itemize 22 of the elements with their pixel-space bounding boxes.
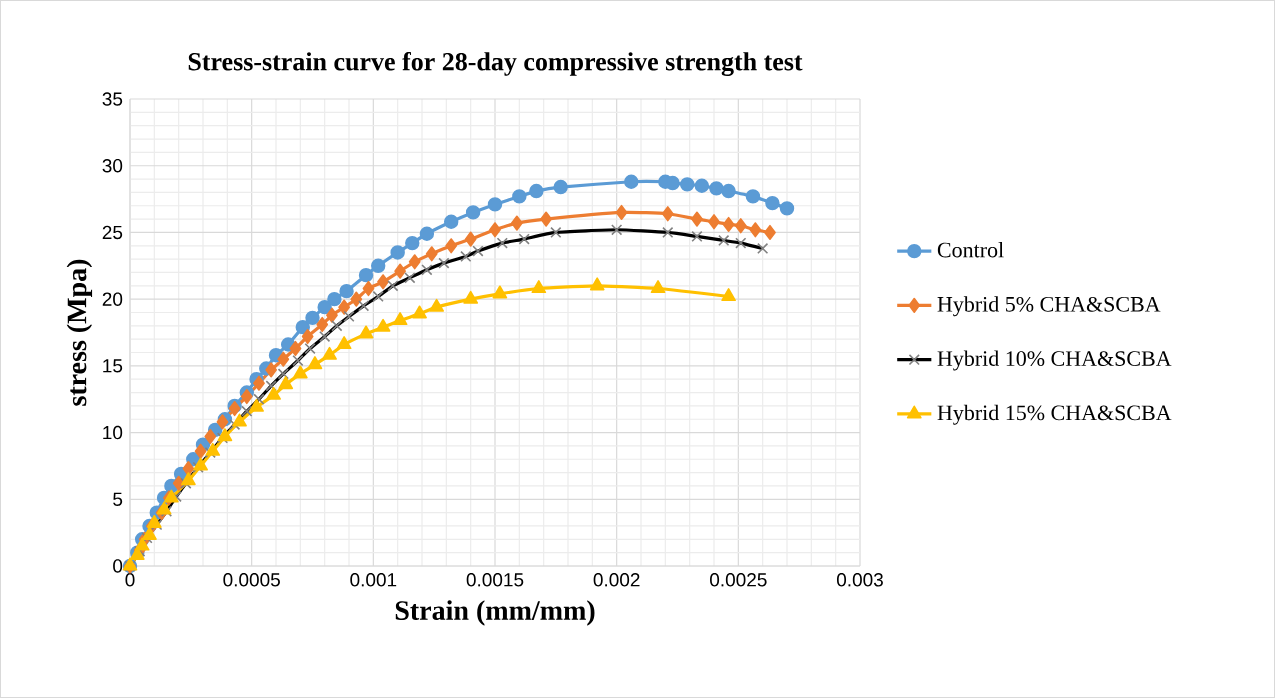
legend-label: Hybrid 15% CHA&SCBA xyxy=(937,404,1172,425)
x-axis-title: Strain (mm/mm) xyxy=(395,600,595,626)
y-tick-label: 5 xyxy=(113,492,123,506)
x-tick-label: 0.003 xyxy=(836,573,883,587)
y-tick-label: 10 xyxy=(103,425,123,440)
y-tick-label: 20 xyxy=(102,292,123,306)
y-axis-title: stress (Mpa) xyxy=(66,259,93,406)
legend-label: Hybrid 10% CHA&SCBA xyxy=(937,350,1172,371)
legend-label: Control xyxy=(937,242,1004,258)
legend-label: Hybrid 5% CHA&SCBA xyxy=(937,296,1161,317)
y-tick-label: 25 xyxy=(102,225,123,240)
y-tick-label: 35 xyxy=(102,92,123,106)
y-tick-label: 30 xyxy=(102,159,123,173)
x-tick-label: 0.002 xyxy=(593,573,640,587)
x-tick-label: 0 xyxy=(125,573,135,587)
chart-title: Stress-strain curve for 28-day compressive strength test xyxy=(188,51,803,76)
y-tick-label: 0 xyxy=(113,559,123,573)
x-tick-label: 0.001 xyxy=(350,573,397,587)
x-tick-label: 0.0005 xyxy=(223,573,280,587)
y-tick-label: 15 xyxy=(103,359,123,373)
x-tick-label: 0.0025 xyxy=(710,573,767,587)
x-tick-label: 0.0015 xyxy=(466,573,524,587)
